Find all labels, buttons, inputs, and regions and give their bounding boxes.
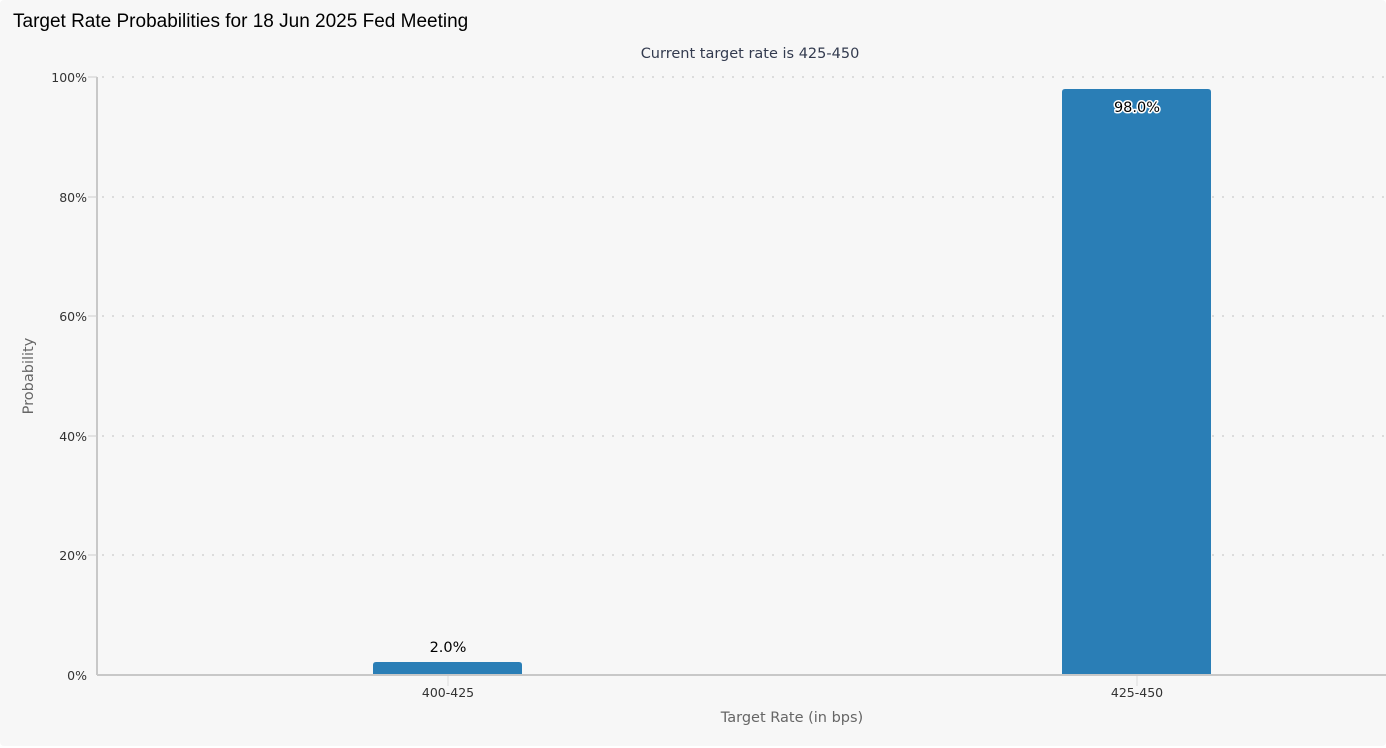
bar-425-450[interactable]	[1062, 89, 1211, 675]
x-tick-label: 400-425	[422, 685, 474, 700]
y-tick-label: 40%	[59, 429, 87, 444]
y-tick-label: 100%	[51, 70, 87, 85]
y-tick-label: 0%	[67, 668, 87, 683]
bar-value-label: 2.0%	[430, 640, 467, 656]
bar-value-label: 98.0%	[1114, 100, 1160, 116]
bars	[373, 89, 1211, 675]
x-axis: 400-425 425-450	[97, 674, 1386, 700]
bar-400-425[interactable]	[373, 662, 522, 675]
y-axis: 0% 20% 40% 60% 80% 100%	[51, 70, 98, 683]
chart-title: Target Rate Probabilities for 18 Jun 202…	[13, 11, 469, 32]
x-tick-label: 425-450	[1111, 685, 1163, 700]
y-tick-label: 60%	[59, 309, 87, 324]
x-axis-title: Target Rate (in bps)	[720, 710, 863, 726]
y-axis-title: Probability	[21, 337, 37, 414]
y-tick-label: 20%	[59, 548, 87, 563]
chart-subtitle: Current target rate is 425-450	[641, 46, 860, 62]
y-tick-label: 80%	[59, 190, 87, 205]
